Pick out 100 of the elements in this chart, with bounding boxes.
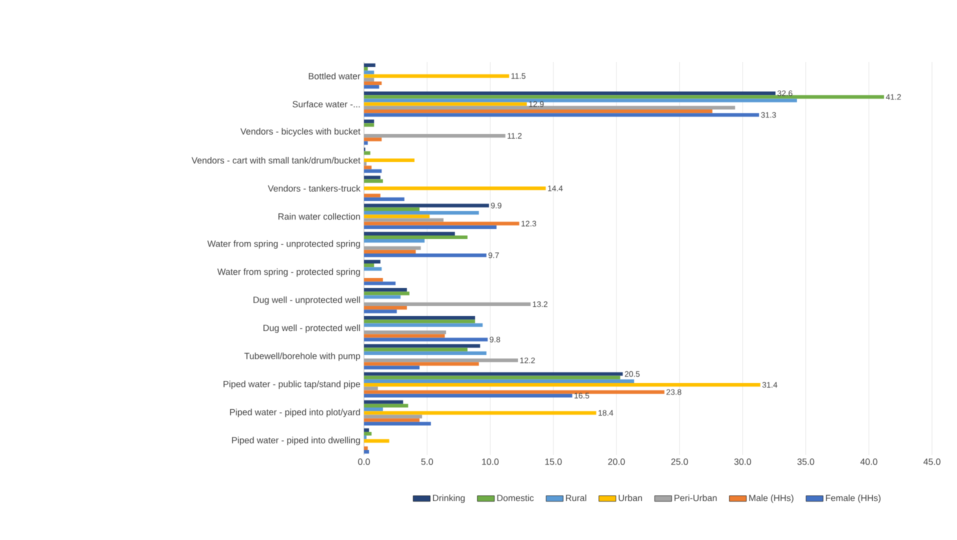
bar [364, 404, 408, 408]
bar [364, 102, 527, 106]
bar [364, 70, 374, 74]
bar [364, 422, 431, 426]
bar [364, 85, 380, 89]
bar [364, 372, 623, 376]
bar [364, 194, 380, 198]
bar [364, 264, 374, 268]
bar [364, 113, 760, 117]
bar [364, 197, 404, 201]
bar [364, 134, 506, 138]
bar [364, 306, 407, 310]
bar [364, 225, 497, 230]
x-tick-label: 35.0 [797, 458, 814, 465]
bar [364, 407, 383, 412]
legend-label: Female (HHs) [826, 494, 880, 503]
bar [364, 91, 776, 96]
bar [364, 428, 370, 432]
bar [364, 302, 531, 306]
bar [364, 120, 374, 124]
bar [364, 362, 479, 366]
bar [364, 74, 510, 78]
y-tick-label: Water from spring - protected spring [217, 268, 360, 277]
bar [364, 166, 372, 170]
bar [364, 432, 372, 436]
bar [364, 436, 367, 440]
bar [364, 81, 382, 86]
bar [364, 414, 422, 418]
y-tick-label: Dug well - unprotected well [254, 296, 360, 305]
bar [364, 334, 445, 338]
bar [364, 204, 489, 208]
bar [364, 390, 664, 394]
bar [364, 253, 486, 258]
bar [364, 98, 797, 102]
y-tick-label: Surface water -... [292, 100, 360, 108]
x-tick-label: 0.0 [358, 458, 370, 465]
bar [364, 278, 383, 282]
bar [364, 344, 480, 348]
x-tick-label: 30.0 [734, 458, 752, 465]
y-tick-label: Rain water collection [278, 213, 360, 220]
bar [364, 63, 376, 68]
bar [364, 386, 378, 390]
x-tick-label: 45.0 [923, 458, 940, 465]
bar [364, 210, 479, 215]
bar [364, 95, 884, 99]
bar [364, 169, 382, 173]
bar [364, 218, 444, 222]
bar [364, 260, 380, 264]
x-tick-label: 5.0 [421, 458, 433, 465]
y-tick-label: Dug well - protected well [264, 324, 360, 333]
legend-label: Urban [618, 494, 642, 502]
bar [364, 123, 374, 127]
bar [364, 338, 488, 342]
bar [364, 320, 476, 324]
x-tick-label: 20.0 [608, 458, 625, 465]
bar [364, 67, 368, 71]
bar [364, 323, 483, 327]
y-tick-label: Bottled water [308, 72, 360, 80]
bar [364, 383, 760, 387]
bar [364, 110, 712, 114]
x-tick-label: 10.0 [482, 458, 499, 465]
bar [364, 418, 420, 422]
bar [364, 358, 518, 362]
x-tick-label: 40.0 [860, 458, 878, 465]
bar [364, 316, 476, 320]
bar [364, 376, 620, 380]
bar [364, 310, 397, 314]
bar [364, 411, 596, 415]
legend-label: Peri-Urban [674, 494, 717, 502]
legend-label: Drinking [433, 494, 465, 503]
bar [364, 348, 468, 352]
bar [364, 162, 367, 166]
x-tick-label: 15.0 [545, 458, 562, 465]
bar [364, 394, 572, 398]
legend-label: Rural [566, 494, 586, 502]
bar [364, 439, 390, 443]
bar [364, 450, 370, 454]
y-tick-label: Vendors - tankers-truck [268, 185, 360, 192]
bar [364, 207, 420, 211]
y-tick-label: Vendors - cart with small tank/drum/bucket [192, 156, 360, 164]
bar [364, 141, 368, 145]
y-tick-label: Vendors - bicycles with bucket [240, 128, 360, 136]
bar [364, 151, 370, 155]
bar [364, 78, 374, 82]
bar [364, 282, 396, 286]
bar [364, 292, 410, 296]
bar [364, 235, 468, 240]
x-tick-label: 25.0 [671, 458, 688, 465]
y-tick-label: Tubewell/borehole with pump [244, 352, 360, 361]
bar [364, 239, 425, 243]
bar [364, 366, 420, 370]
bar [364, 351, 486, 355]
legend-label: Domestic [497, 494, 534, 502]
bar [364, 179, 383, 183]
bar [364, 250, 416, 254]
y-tick-label: Water from spring - unprotected spring [207, 240, 360, 249]
bar [364, 158, 414, 162]
bar [364, 246, 421, 250]
bar [364, 176, 380, 180]
bar [364, 267, 382, 271]
